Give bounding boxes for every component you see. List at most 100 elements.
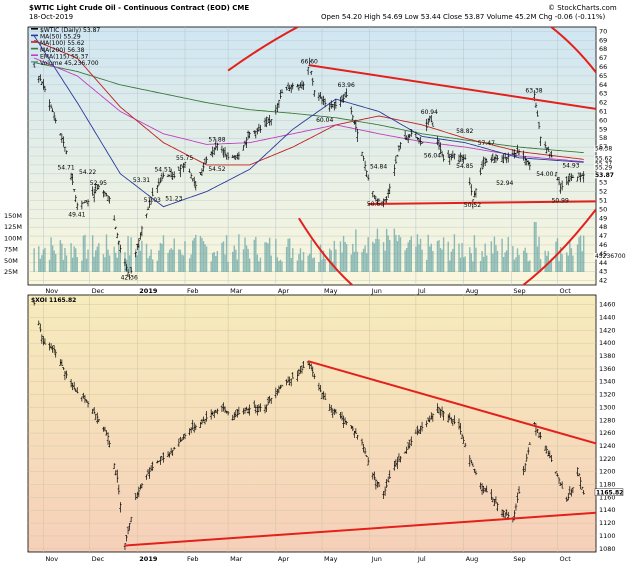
volume-bar [364, 245, 366, 272]
bottom-y-tick-label: 1240 [599, 442, 616, 450]
legend-swatch [31, 54, 38, 56]
top-y-tick-label: 70 [599, 27, 607, 35]
volume-bar [322, 250, 325, 272]
bottom-y-tick-label: 1400 [599, 339, 616, 347]
volume-bar [275, 238, 277, 272]
legend-swatch [31, 61, 38, 63]
price-annotation: 54.22 [79, 169, 96, 176]
right-value-bg [594, 164, 620, 171]
top-x-tick-label: Mar [230, 287, 243, 295]
bottom-x-tick-label: Feb [187, 555, 199, 563]
bottom-x-tick-label: Jun [371, 555, 382, 563]
volume-bar [319, 244, 322, 272]
price-annotation: 53.31 [133, 177, 150, 184]
volume-bar [544, 250, 546, 272]
volume-bar [579, 235, 582, 272]
volume-bar [427, 234, 429, 272]
volume-bar [178, 249, 180, 272]
volume-bar [452, 248, 454, 272]
volume-bar [308, 253, 311, 272]
volume-bar [459, 257, 462, 272]
watermark: © StockCharts.com [548, 4, 617, 12]
volume-bar [116, 257, 118, 272]
volume-bar [547, 251, 549, 272]
volume-tick-label: 50M [4, 257, 18, 265]
volume-bar [141, 240, 143, 272]
volume-bar [407, 242, 409, 272]
bottom-x-tick-label: Jul [417, 555, 426, 563]
right-value-bg [594, 253, 620, 260]
volume-bar [255, 236, 257, 272]
volume-bar [385, 228, 388, 272]
volume-bar [341, 252, 343, 272]
volume-bar [205, 246, 208, 272]
volume-bar [310, 239, 312, 272]
top-y-tick-label: 47 [599, 232, 607, 240]
volume-bar [393, 228, 396, 272]
right-value-label: 53.87 [595, 172, 614, 179]
volume-bar [507, 236, 509, 272]
bottom-x-tick-label: May [324, 555, 338, 563]
volume-bar [449, 260, 451, 272]
volume-bars [33, 222, 585, 272]
right-value-bg [594, 145, 620, 153]
volume-bar [148, 255, 151, 272]
volume-bar [438, 240, 440, 272]
volume-bar [221, 242, 223, 272]
price-annotation: 63.38 [525, 87, 542, 94]
volume-bar [136, 255, 138, 272]
volume-bar [432, 251, 434, 272]
volume-bar [85, 258, 88, 272]
volume-bar [256, 254, 259, 272]
volume-bar [233, 245, 235, 272]
volume-bar [405, 248, 408, 272]
ema115-line [34, 57, 584, 163]
top-y-tick-label: 64 [599, 81, 607, 89]
price-annotation: 54.84 [370, 163, 387, 170]
volume-bar [496, 250, 499, 272]
volume-bar [158, 250, 160, 272]
volume-tick-label: 100M [4, 234, 22, 242]
legend-swatch [31, 34, 38, 37]
bottom-y-tick-label: 1320 [599, 391, 616, 399]
bottom-gridlines [28, 295, 596, 552]
volume-bar [270, 255, 272, 272]
volume-bar [567, 255, 569, 272]
top-y-tick-label: 46 [599, 241, 607, 249]
wtic-trendline [368, 200, 596, 206]
volume-bar [352, 243, 354, 272]
volume-bar [245, 245, 248, 272]
top-y-tick-label: 57 [599, 143, 607, 151]
volume-bar [279, 259, 282, 272]
top-y-tick-label: 65 [599, 72, 607, 80]
right-value-bg [594, 160, 620, 168]
top-y-tick-label: 42 [599, 277, 607, 285]
volume-bar [566, 252, 568, 272]
volume-bar [332, 261, 334, 272]
volume-bar [195, 234, 197, 272]
top-x-tick-label: Nov [45, 287, 58, 295]
volume-bar [342, 235, 345, 272]
top-y-tick-label: 50 [599, 205, 607, 213]
volume-bar [96, 246, 98, 272]
volume-bar [312, 258, 314, 272]
wtic-trendline [309, 64, 596, 110]
volume-bar [384, 250, 386, 272]
volume-bar [376, 228, 379, 272]
volume-bar [486, 255, 488, 272]
ohlc-readout: Open 54.20 High 54.69 Low 53.44 Close 53… [321, 13, 606, 21]
volume-bar [181, 254, 183, 272]
bottom-y-tick-label: 1440 [599, 313, 616, 321]
volume-bar [458, 243, 460, 272]
volume-bar [535, 222, 537, 272]
bottom-panel [27, 294, 597, 553]
top-x-tick-label: Feb [187, 287, 199, 295]
volume-bar [236, 259, 239, 272]
legend-entry: $WTIC (Daily) 53.87 [40, 27, 100, 34]
volume-bar [201, 237, 203, 272]
volume-bar [430, 243, 432, 272]
volume-bar [73, 246, 75, 272]
volume-bar [501, 238, 503, 272]
top-trendlines [227, 27, 596, 285]
